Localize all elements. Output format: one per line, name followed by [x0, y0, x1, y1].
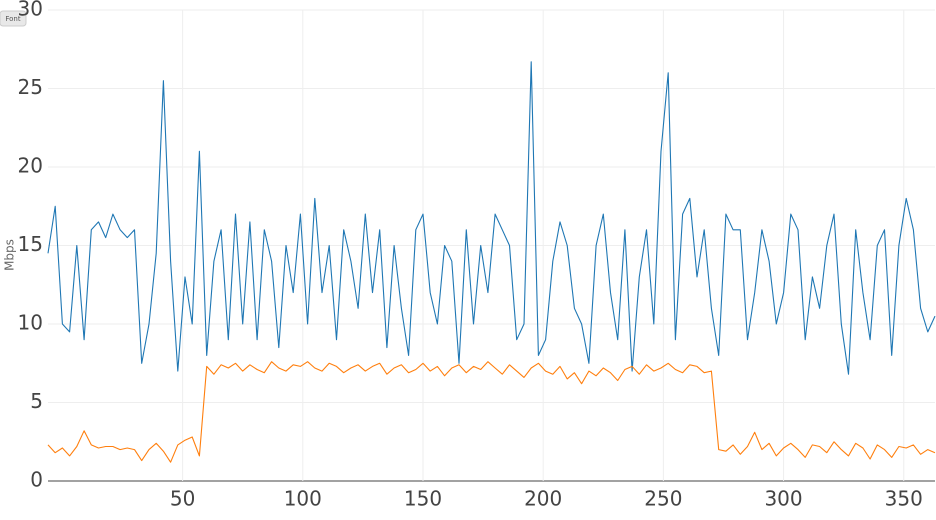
font-button[interactable]	[0, 10, 27, 27]
y-tick-label: 15	[18, 232, 43, 256]
series-line	[47, 361, 936, 463]
y-tick-label: 5	[30, 389, 43, 413]
x-tick-label: 100	[284, 487, 322, 511]
y-tick-label: 30	[18, 0, 43, 21]
x-tick-label: 350	[885, 487, 923, 511]
x-tick-label: 250	[644, 487, 682, 511]
y-axis-label: Mbps	[3, 239, 17, 271]
x-tick-label: 150	[404, 487, 442, 511]
y-tick-label: 25	[18, 75, 43, 99]
series-line	[47, 61, 936, 375]
y-tick-label: 20	[18, 154, 43, 178]
y-tick-label: 10	[18, 311, 43, 335]
font-button-label[interactable]: Font	[5, 15, 20, 23]
x-tick-label: 50	[170, 487, 195, 511]
x-tick-label: 200	[524, 487, 562, 511]
y-tick-label: 0	[30, 468, 43, 492]
x-tick-label: 300	[764, 487, 802, 511]
